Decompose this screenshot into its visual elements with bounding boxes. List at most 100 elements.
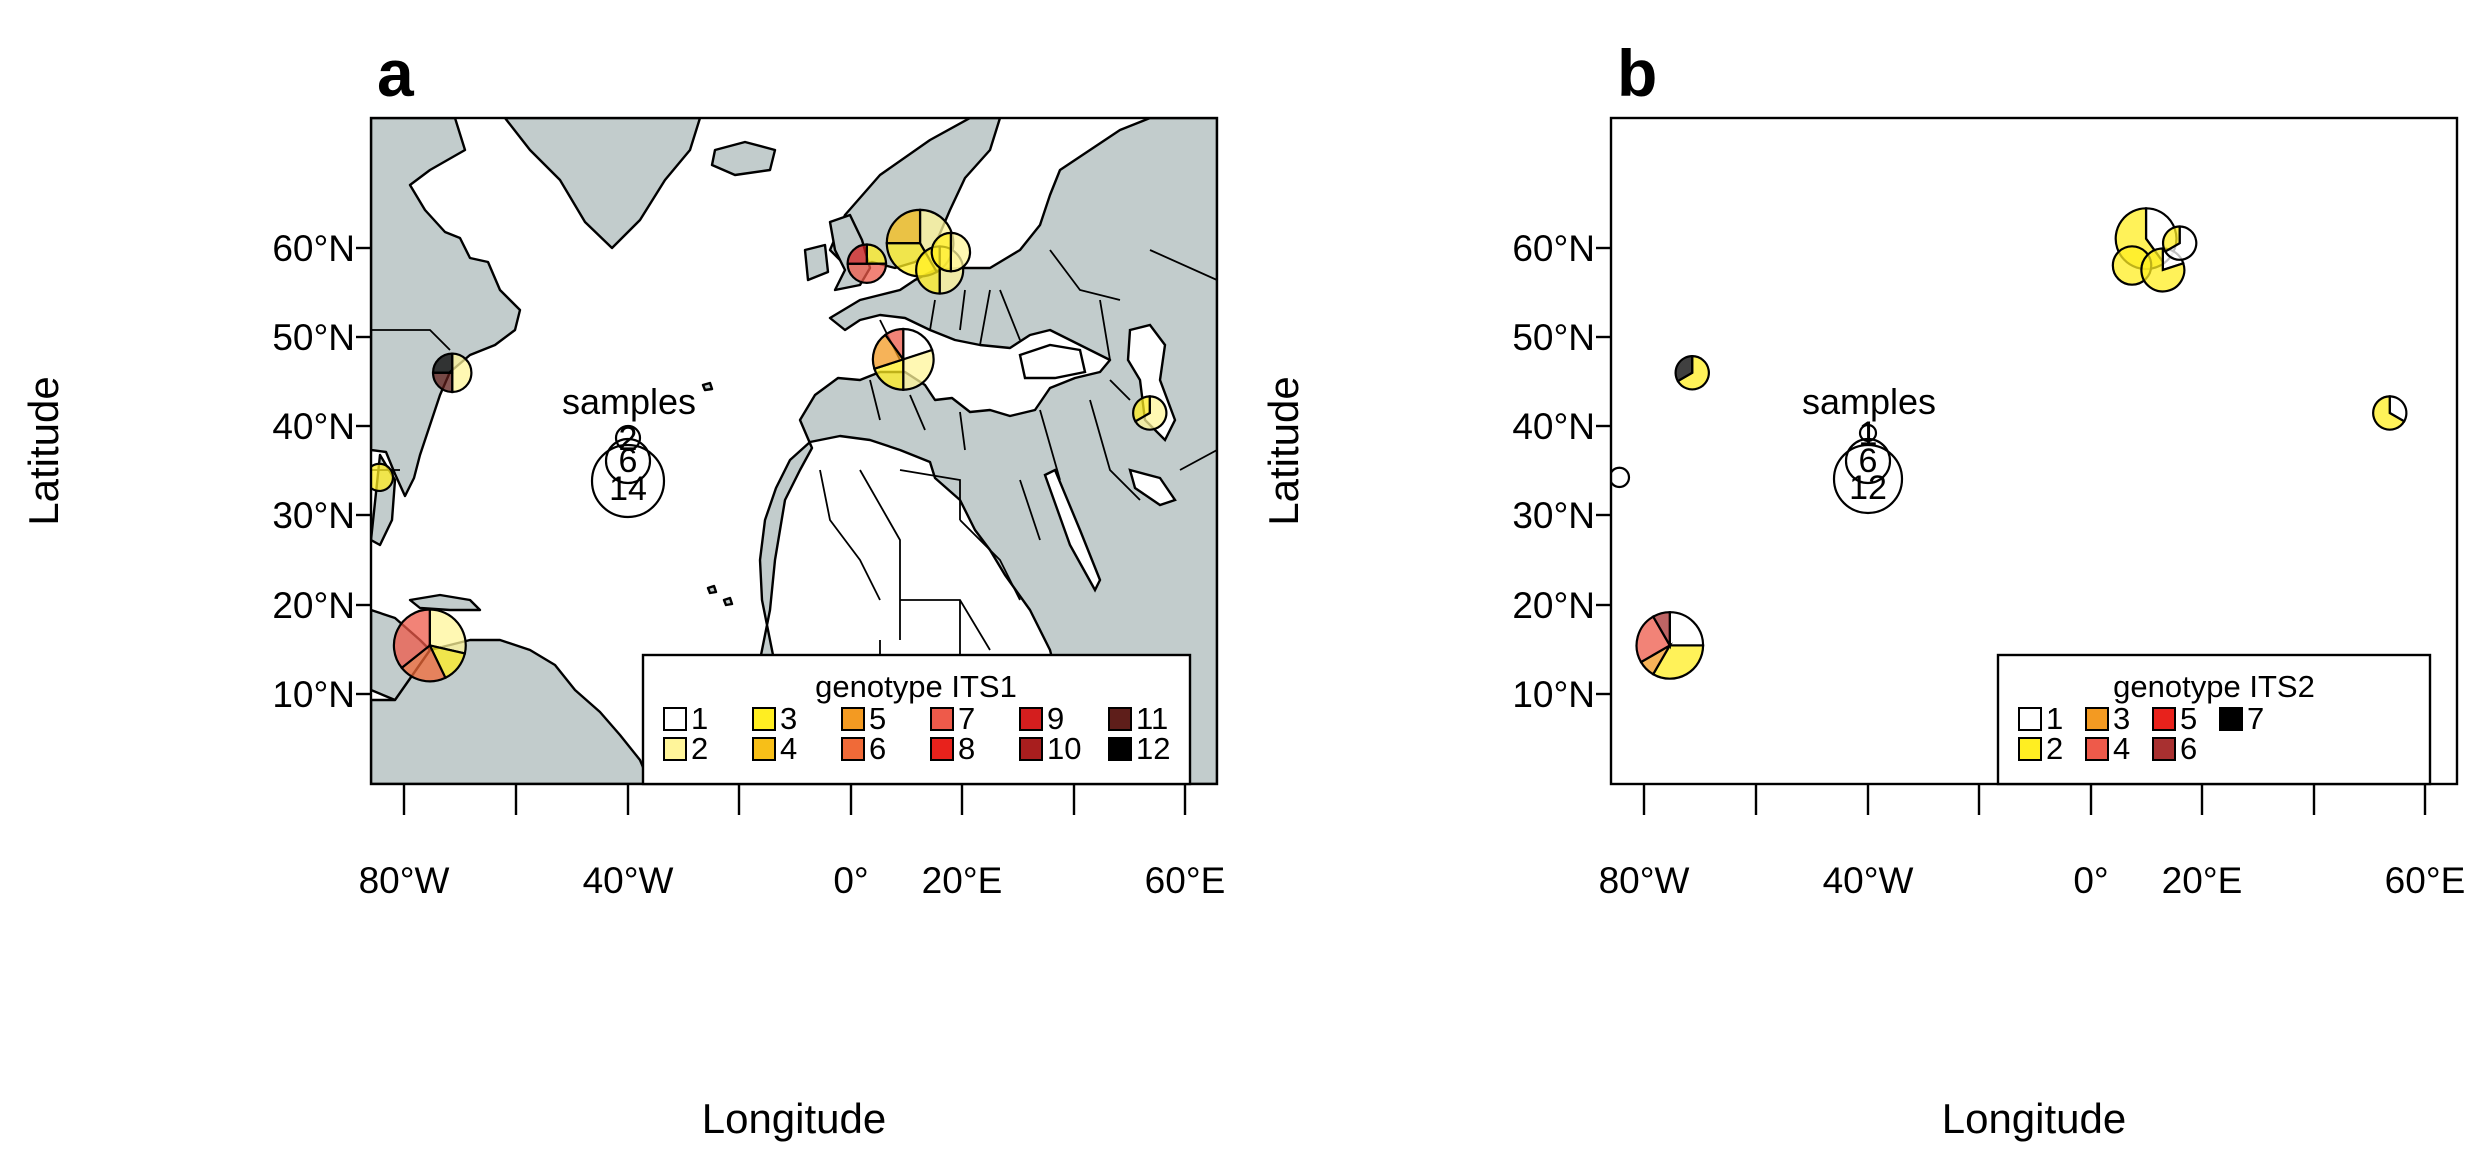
samples-label: samples — [1802, 381, 1936, 422]
pie-slice — [885, 208, 922, 245]
pie-slice — [846, 262, 888, 284]
samples-circle-small — [614, 424, 642, 452]
legend-swatch — [2018, 707, 2042, 731]
pie-slice — [1651, 611, 1671, 650]
sea-persian-gulf — [1128, 468, 1177, 507]
y-tick-label: 30°N — [272, 495, 355, 536]
legend-swatch — [663, 707, 687, 731]
land-canaries — [706, 584, 734, 607]
site-pie — [930, 231, 972, 273]
samples-circle-medium — [604, 437, 652, 485]
legend-label: 7 — [2247, 701, 2264, 736]
pie-slice — [371, 462, 395, 493]
samples-value-large: 12 — [1849, 469, 1887, 507]
y-tick-label: 50°N — [1512, 317, 1595, 358]
x-tick-label: 40°W — [583, 860, 674, 901]
legend-swatch — [2152, 707, 2176, 731]
legend-swatch — [841, 707, 865, 731]
legend-box — [641, 653, 1192, 786]
sample-size-key: samples 2 6 14 — [562, 381, 696, 519]
land-azores — [701, 381, 714, 392]
legend-swatch — [1108, 737, 1132, 761]
legend-swatch — [752, 737, 776, 761]
pie-slice — [1668, 611, 1705, 647]
legend-label: 3 — [2113, 701, 2130, 736]
x-tick-label: 0° — [2073, 860, 2108, 901]
samples-label: samples — [562, 381, 696, 422]
legend-label: 2 — [691, 731, 708, 766]
pie-slice — [1676, 355, 1710, 391]
sample-size-key: samples 1 6 12 — [1802, 381, 1936, 515]
y-axis-label: Latitude — [1260, 376, 1307, 525]
legend-swatch — [1019, 737, 1043, 761]
legend-swatch — [2085, 707, 2109, 731]
samples-value-small: 2 — [619, 420, 638, 458]
x-tick-label: 20°E — [2162, 860, 2243, 901]
legend-swatch — [1108, 707, 1132, 731]
legend-label: 12 — [1136, 731, 1170, 766]
samples-value-large: 14 — [609, 470, 647, 508]
site-pie — [392, 608, 467, 683]
site-pie — [431, 352, 473, 394]
legend-label: 3 — [780, 701, 797, 736]
pie-slice — [1132, 395, 1151, 423]
pie-slice — [392, 608, 431, 670]
y-tick-label: 30°N — [1512, 495, 1595, 536]
y-axis: 60°N 50°N 40°N 30°N 20°N 10°N Latitude — [20, 228, 371, 715]
samples-value-medium: 6 — [619, 442, 638, 480]
legend-swatch — [2085, 737, 2109, 761]
x-axis-label: Longitude — [702, 1095, 887, 1142]
pie-slice — [1674, 355, 1694, 383]
legend-title: genotype ITS1 — [815, 669, 1017, 704]
pie-slice — [2163, 225, 2198, 261]
pie-slice — [930, 231, 952, 273]
land-caribbean — [408, 593, 482, 612]
genotype-pies — [1611, 207, 2408, 680]
legend-title: genotype ITS2 — [2113, 669, 2315, 704]
sea-red — [1043, 468, 1102, 593]
pie-slice — [1635, 615, 1672, 664]
y-axis-label: Latitude — [20, 376, 67, 525]
pie-slice — [902, 348, 935, 391]
samples-circle-large — [590, 443, 666, 519]
y-tick-label: 60°N — [1512, 228, 1595, 269]
x-tick-label: 60°E — [1145, 860, 1226, 901]
legend-swatch — [930, 737, 954, 761]
land-greenland — [503, 118, 702, 250]
legend-label: 4 — [780, 731, 797, 766]
legend-label: 2 — [2046, 731, 2063, 766]
legend-label: 8 — [958, 731, 975, 766]
land-ireland — [803, 243, 830, 282]
samples-circle-small — [1858, 423, 1878, 443]
x-tick-label: 0° — [833, 860, 868, 901]
x-tick-label: 40°W — [1823, 860, 1914, 901]
pie-slice — [1611, 466, 1631, 489]
x-tick-label: 20°E — [922, 860, 1003, 901]
site-pie — [1611, 466, 1631, 489]
site-pie — [1132, 395, 1168, 431]
legend-swatch — [2152, 737, 2176, 761]
legend-label: 5 — [869, 701, 886, 736]
genotype-legend: genotype ITS2 12 34 56 7 — [1996, 653, 2432, 786]
y-tick-label: 40°N — [272, 406, 355, 447]
site-pie — [2161, 225, 2198, 261]
x-axis: 80°W 40°W 0° 20°E 60°E Longitude — [1599, 784, 2465, 1142]
panel-a: a — [20, 36, 1225, 1142]
land-iceland — [710, 140, 777, 177]
pie-slice — [2140, 247, 2186, 293]
legend-label: 7 — [958, 701, 975, 736]
pie-slice — [431, 352, 454, 374]
pie-slice — [451, 352, 473, 394]
site-pie — [871, 327, 935, 391]
legend-label: 11 — [1136, 701, 1168, 736]
legend-label: 10 — [1047, 731, 1081, 766]
legend-swatch — [930, 707, 954, 731]
legend-label: 9 — [1047, 701, 1064, 736]
genotype-pies — [371, 208, 1168, 683]
legend-label: 6 — [2180, 731, 2197, 766]
samples-value-medium: 6 — [1859, 442, 1878, 480]
pie-slice — [400, 643, 447, 683]
legend-label: 5 — [2180, 701, 2197, 736]
